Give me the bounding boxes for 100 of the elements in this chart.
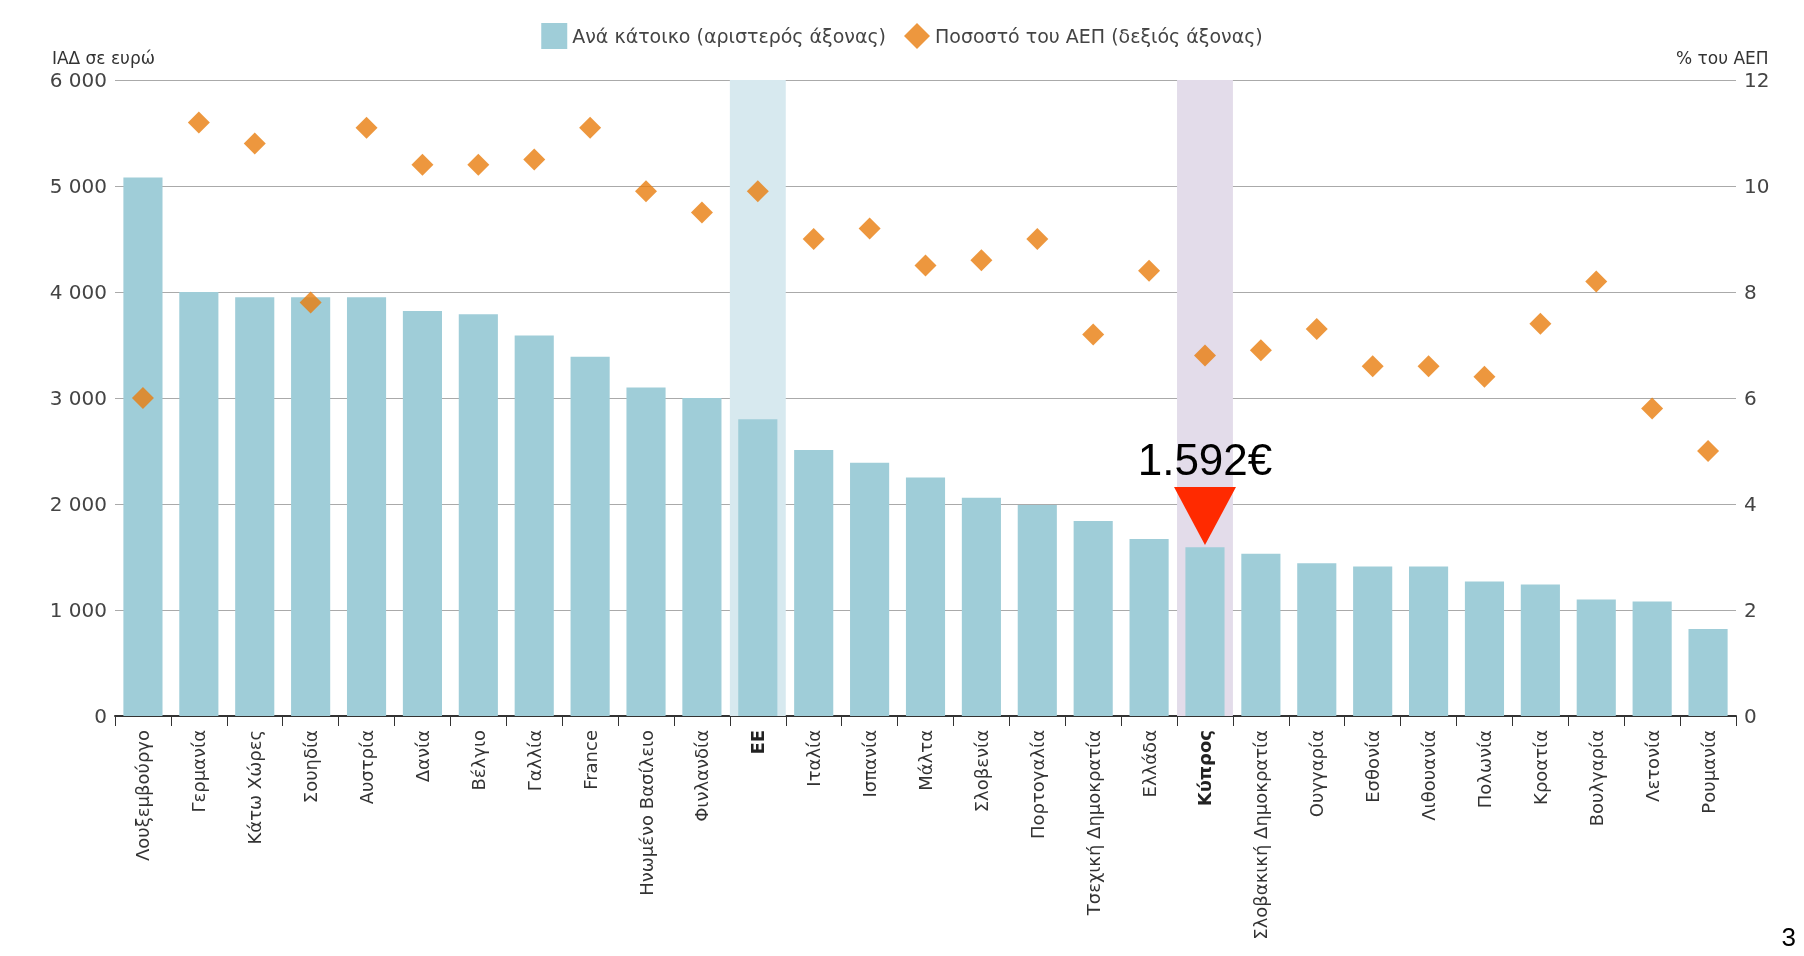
point: [1138, 259, 1161, 282]
bar: [738, 419, 778, 716]
point: [970, 249, 993, 272]
point: [914, 254, 937, 277]
bar: [1409, 566, 1449, 716]
bar: [570, 356, 610, 716]
bar: [458, 314, 498, 716]
point: [187, 111, 210, 134]
x-tick-label: Ηνωμένο Βασίλειο: [635, 730, 657, 896]
point: [299, 291, 322, 314]
text: 3: [1781, 922, 1797, 952]
bar: [1520, 584, 1560, 716]
y2-tick-label: 2: [1744, 598, 1757, 622]
point: [467, 153, 490, 176]
x-tick-label: Μάλτα: [915, 730, 936, 791]
annotation: 1.592€: [1137, 434, 1273, 484]
bar: [346, 297, 387, 716]
bar: [1017, 505, 1057, 716]
x-tick-label: Ισπανία: [859, 730, 881, 798]
point: [355, 116, 378, 139]
x-tick-label: Βέλγιο: [467, 730, 489, 791]
x-tick-label: Σλοβακική Δημοκρατία: [1250, 730, 1272, 940]
point: [1473, 365, 1496, 388]
x-tick-label: Ρουμανία: [1697, 730, 1719, 814]
bar: [1632, 601, 1672, 716]
bar: [179, 292, 219, 716]
point: [1417, 355, 1440, 378]
y2-tick-label: 0: [1744, 704, 1757, 728]
point: [131, 387, 154, 409]
bar: [1129, 538, 1169, 716]
y-tick-label: 1 000: [49, 598, 107, 622]
x-tick-label: Λετονία: [1641, 730, 1663, 802]
point: [1305, 318, 1328, 341]
point: [1529, 312, 1552, 335]
x-tick-label: Ουγγαρία: [1306, 730, 1328, 818]
x-tick-label: Λουξεμβούργο: [132, 730, 154, 861]
point: [690, 201, 713, 224]
y-tick-label: 2 000: [49, 492, 107, 516]
y2-tick-label: 8: [1744, 280, 1757, 304]
point: [1641, 397, 1664, 420]
x-tick-label: Λιθουανία: [1418, 730, 1440, 821]
bar: [1688, 629, 1728, 716]
bar: [1241, 553, 1281, 716]
bar: [850, 462, 890, 716]
y-tick-label: 6 000: [49, 68, 107, 92]
bar: [794, 449, 834, 716]
bar: [1464, 581, 1505, 716]
point: [746, 180, 769, 203]
y2-tick-label: 6: [1744, 386, 1757, 410]
y-tick-label: 4 000: [49, 280, 107, 304]
x-tick-label: Γερμανία: [188, 730, 210, 813]
bar: [235, 297, 275, 716]
y2-axis-title: % του ΑΕΠ: [1676, 47, 1769, 68]
x-tick-label: France: [579, 730, 601, 790]
point: [1361, 355, 1384, 378]
point: [243, 132, 266, 155]
x-tick-label: Ιταλία: [803, 730, 825, 787]
point: [1585, 270, 1608, 293]
point: [1697, 440, 1720, 462]
y-tick-label: 3 000: [49, 386, 107, 410]
y-axis-title: ΙΑΔ σε ευρώ: [51, 47, 155, 68]
point: [635, 180, 658, 203]
bar: [905, 477, 946, 716]
bar: [1353, 566, 1393, 716]
point: [411, 153, 434, 176]
x-tick-label: Σουηδία: [300, 730, 322, 804]
x-tick-label: ΕΕ: [747, 730, 769, 755]
bar: [123, 177, 163, 716]
bar: [1576, 599, 1616, 716]
legend-label: Ποσοστό του ΑΕΠ (δεξιός άξονας): [935, 25, 1263, 47]
legend-label: Ανά κάτοικο (αριστερός άξονας): [572, 25, 887, 47]
point: [523, 148, 546, 171]
x-tick-label: Κύπρος: [1194, 730, 1216, 807]
x-tick-label: Αυστρία: [356, 730, 378, 805]
bar: [626, 387, 666, 716]
point: [858, 217, 881, 240]
y2-tick-label: 12: [1744, 68, 1770, 92]
x-tick-label: Πολωνία: [1473, 730, 1495, 809]
bar: [402, 311, 442, 716]
bar: [1073, 520, 1113, 716]
bar: [291, 297, 331, 716]
x-tick-label: Δανία: [411, 730, 433, 783]
bar: [514, 335, 554, 716]
x-tick-label: Τσεχική Δημοκρατία: [1082, 730, 1104, 917]
y-tick-label: 5 000: [49, 174, 107, 198]
y2-tick-label: 4: [1744, 492, 1757, 516]
x-tick-label: Ελλάδα: [1138, 730, 1160, 798]
point: [1193, 344, 1216, 367]
x-tick-label: Γαλλία: [523, 730, 545, 792]
x-tick-label: Βουλγαρία: [1585, 730, 1607, 827]
point: [1082, 323, 1105, 346]
y2-tick-label: 10: [1744, 174, 1770, 198]
x-tick-label: Κάτω Χώρες: [244, 730, 266, 845]
x-tick-label: Εσθονία: [1362, 730, 1384, 803]
bar: [961, 497, 1001, 716]
point: [1026, 228, 1049, 250]
point: [802, 228, 825, 250]
point: [579, 116, 602, 139]
point: [1249, 339, 1272, 362]
bar: [682, 398, 722, 716]
